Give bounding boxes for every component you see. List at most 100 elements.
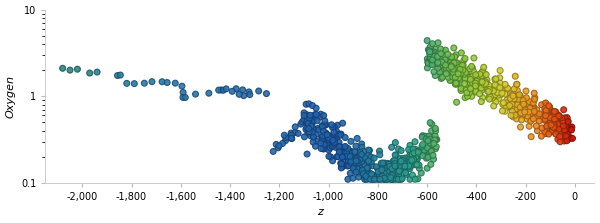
Point [476, 76, 485, 80]
Point [424, 151, 434, 154]
Point [520, 110, 529, 114]
Point [557, 116, 566, 120]
Point [481, 82, 491, 86]
Point [526, 112, 535, 115]
Point [320, 133, 330, 137]
Point [512, 103, 522, 107]
Point [361, 160, 371, 164]
Point [328, 140, 337, 144]
Point [306, 134, 316, 138]
Point [507, 98, 517, 101]
Point [428, 154, 438, 157]
Point [437, 75, 446, 79]
Point [562, 116, 572, 119]
Point [354, 171, 364, 175]
Point [553, 138, 563, 141]
Point [425, 45, 435, 49]
Point [397, 177, 407, 180]
Point [449, 46, 458, 50]
Point [394, 169, 404, 173]
Point [403, 167, 412, 171]
Point [389, 178, 399, 181]
Point [302, 120, 311, 123]
Point [461, 77, 471, 81]
Point [443, 76, 453, 79]
Point [478, 80, 487, 83]
Point [518, 99, 528, 102]
Point [554, 114, 563, 117]
Point [364, 153, 373, 157]
Point [191, 92, 200, 96]
Point [361, 178, 370, 181]
Point [406, 157, 416, 160]
Point [515, 110, 525, 114]
Point [433, 62, 442, 65]
Point [441, 63, 451, 67]
Point [397, 178, 406, 181]
Point [551, 126, 561, 129]
Point [477, 80, 487, 83]
Point [426, 148, 436, 152]
Point [507, 100, 517, 104]
Point [455, 73, 464, 77]
Point [529, 110, 539, 113]
Point [449, 78, 458, 82]
Point [343, 164, 353, 168]
Point [456, 71, 466, 75]
Point [452, 70, 461, 74]
Point [304, 116, 313, 120]
Point [496, 93, 505, 96]
Point [451, 61, 461, 64]
Point [346, 161, 355, 165]
Point [362, 178, 371, 181]
Point [346, 159, 356, 163]
Point [317, 125, 327, 129]
Point [467, 66, 477, 70]
Point [525, 106, 535, 110]
Point [427, 50, 436, 53]
Point [375, 178, 385, 181]
Point [358, 157, 368, 160]
Point [415, 166, 424, 170]
Point [449, 61, 459, 65]
Point [563, 120, 573, 123]
Point [218, 89, 228, 92]
Point [116, 73, 125, 77]
Point [320, 138, 329, 141]
Point [364, 177, 374, 180]
Point [307, 123, 317, 127]
Point [287, 137, 296, 140]
Point [227, 89, 237, 93]
Point [436, 52, 446, 55]
Point [555, 135, 565, 138]
Point [476, 100, 486, 103]
Point [305, 117, 314, 121]
Point [545, 105, 554, 109]
Point [428, 58, 438, 62]
Point [370, 156, 379, 160]
Point [556, 140, 565, 144]
Point [541, 128, 551, 131]
Point [478, 70, 488, 73]
Point [130, 82, 139, 85]
Point [360, 156, 370, 159]
Point [453, 67, 463, 70]
Point [430, 138, 440, 142]
Point [541, 132, 550, 136]
Point [512, 117, 521, 121]
Point [477, 74, 487, 78]
Point [509, 87, 519, 91]
Point [445, 55, 455, 59]
Point [529, 117, 538, 121]
Point [328, 144, 338, 148]
Point [442, 72, 451, 75]
Point [551, 110, 560, 114]
Point [521, 96, 531, 99]
Point [387, 174, 397, 177]
Point [332, 134, 342, 137]
Point [306, 115, 316, 119]
Point [329, 130, 339, 134]
Point [429, 157, 439, 161]
Point [411, 155, 421, 159]
Point [453, 72, 463, 76]
